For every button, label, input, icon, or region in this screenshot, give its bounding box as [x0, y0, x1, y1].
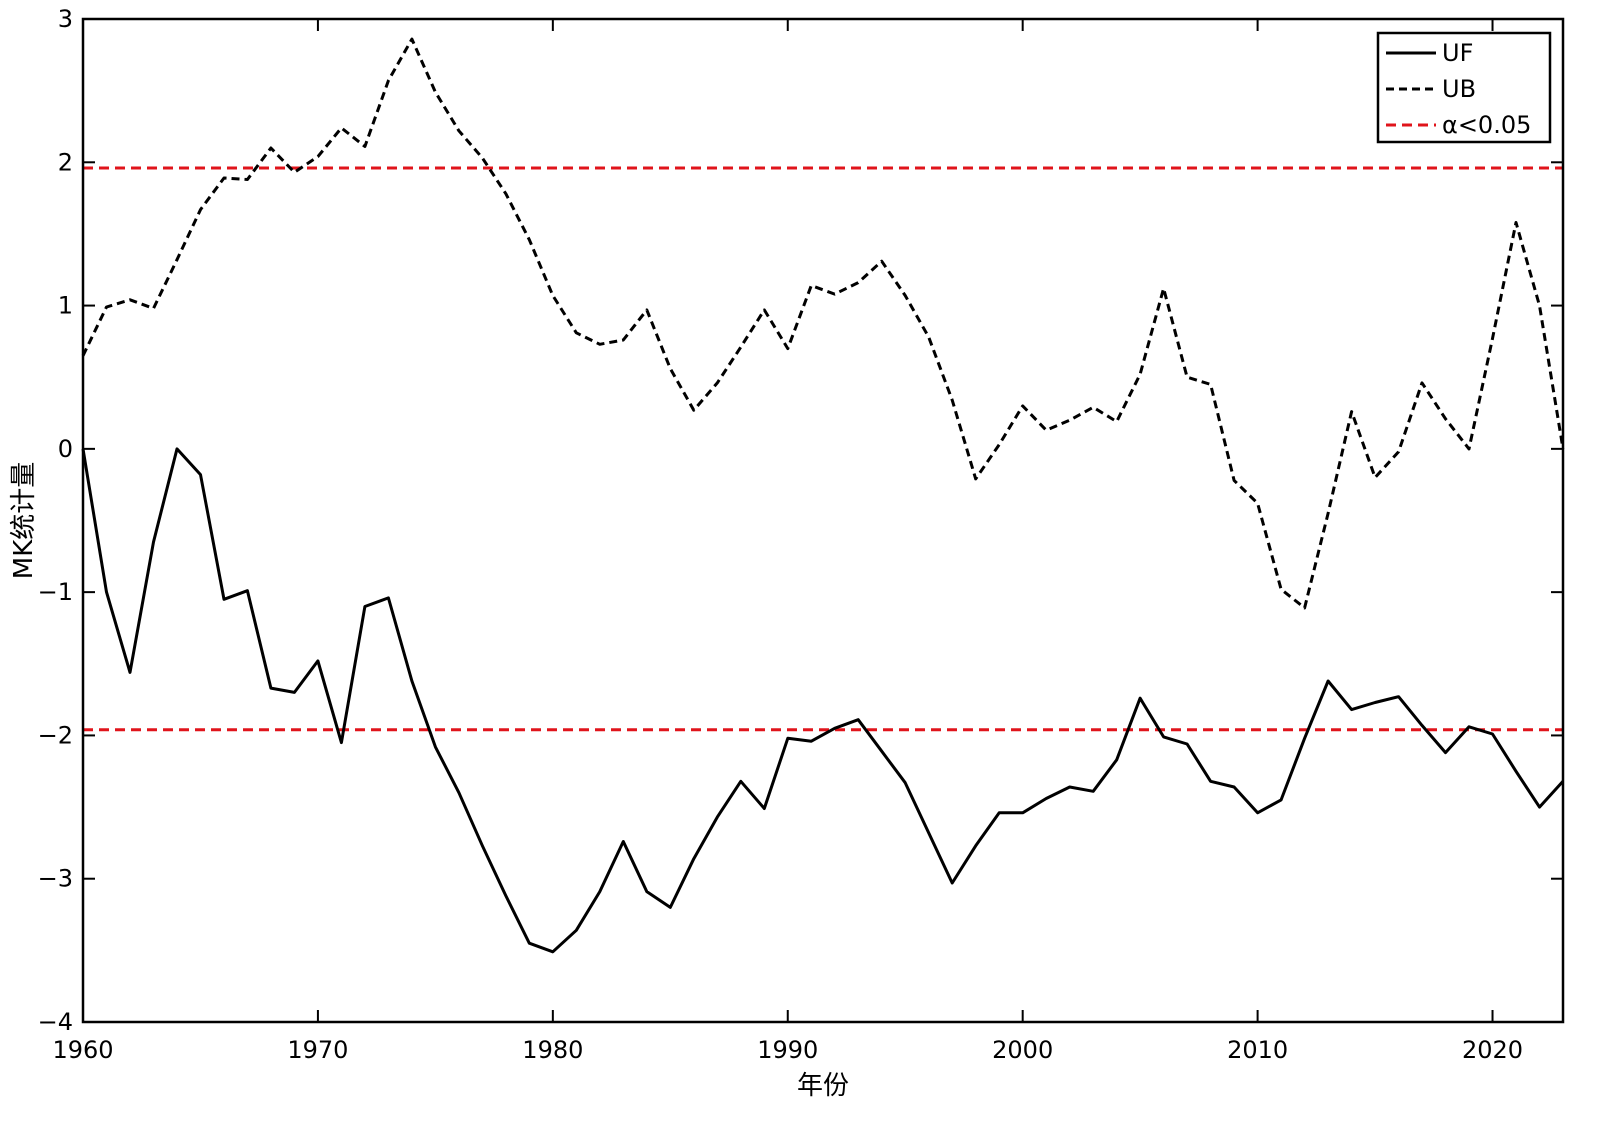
y-tick-label: 3 [58, 5, 73, 33]
legend-label: α<0.05 [1442, 111, 1531, 139]
legend: UF UB α<0.05 [1376, 31, 1552, 144]
legend-label: UF [1442, 39, 1473, 67]
x-tick-label: 1990 [757, 1036, 818, 1064]
x-tick-label: 1970 [287, 1036, 348, 1064]
y-tick-label: −3 [38, 865, 73, 893]
y-tick-label: 1 [58, 292, 73, 320]
x-tick-label: 2020 [1462, 1036, 1523, 1064]
series-line-uf [81, 447, 1565, 954]
y-tick-label: 2 [58, 148, 73, 176]
y-axis-label: MK统计量 [9, 462, 39, 579]
series-line-ub [81, 37, 1565, 610]
y-tick-label: 0 [58, 435, 73, 463]
y-tick-label: −1 [38, 578, 73, 606]
x-tick-label: 1980 [522, 1036, 583, 1064]
legend-label: UB [1442, 75, 1476, 103]
x-axis-label: 年份 [797, 1071, 849, 1101]
plot-frame [81, 17, 1565, 1024]
y-tick-label: −2 [38, 721, 73, 749]
y-tick-label: −4 [38, 1008, 73, 1036]
x-tick-label: 2000 [992, 1036, 1053, 1064]
x-tick-label: 1960 [52, 1036, 113, 1064]
x-tick-label: 2010 [1227, 1036, 1288, 1064]
